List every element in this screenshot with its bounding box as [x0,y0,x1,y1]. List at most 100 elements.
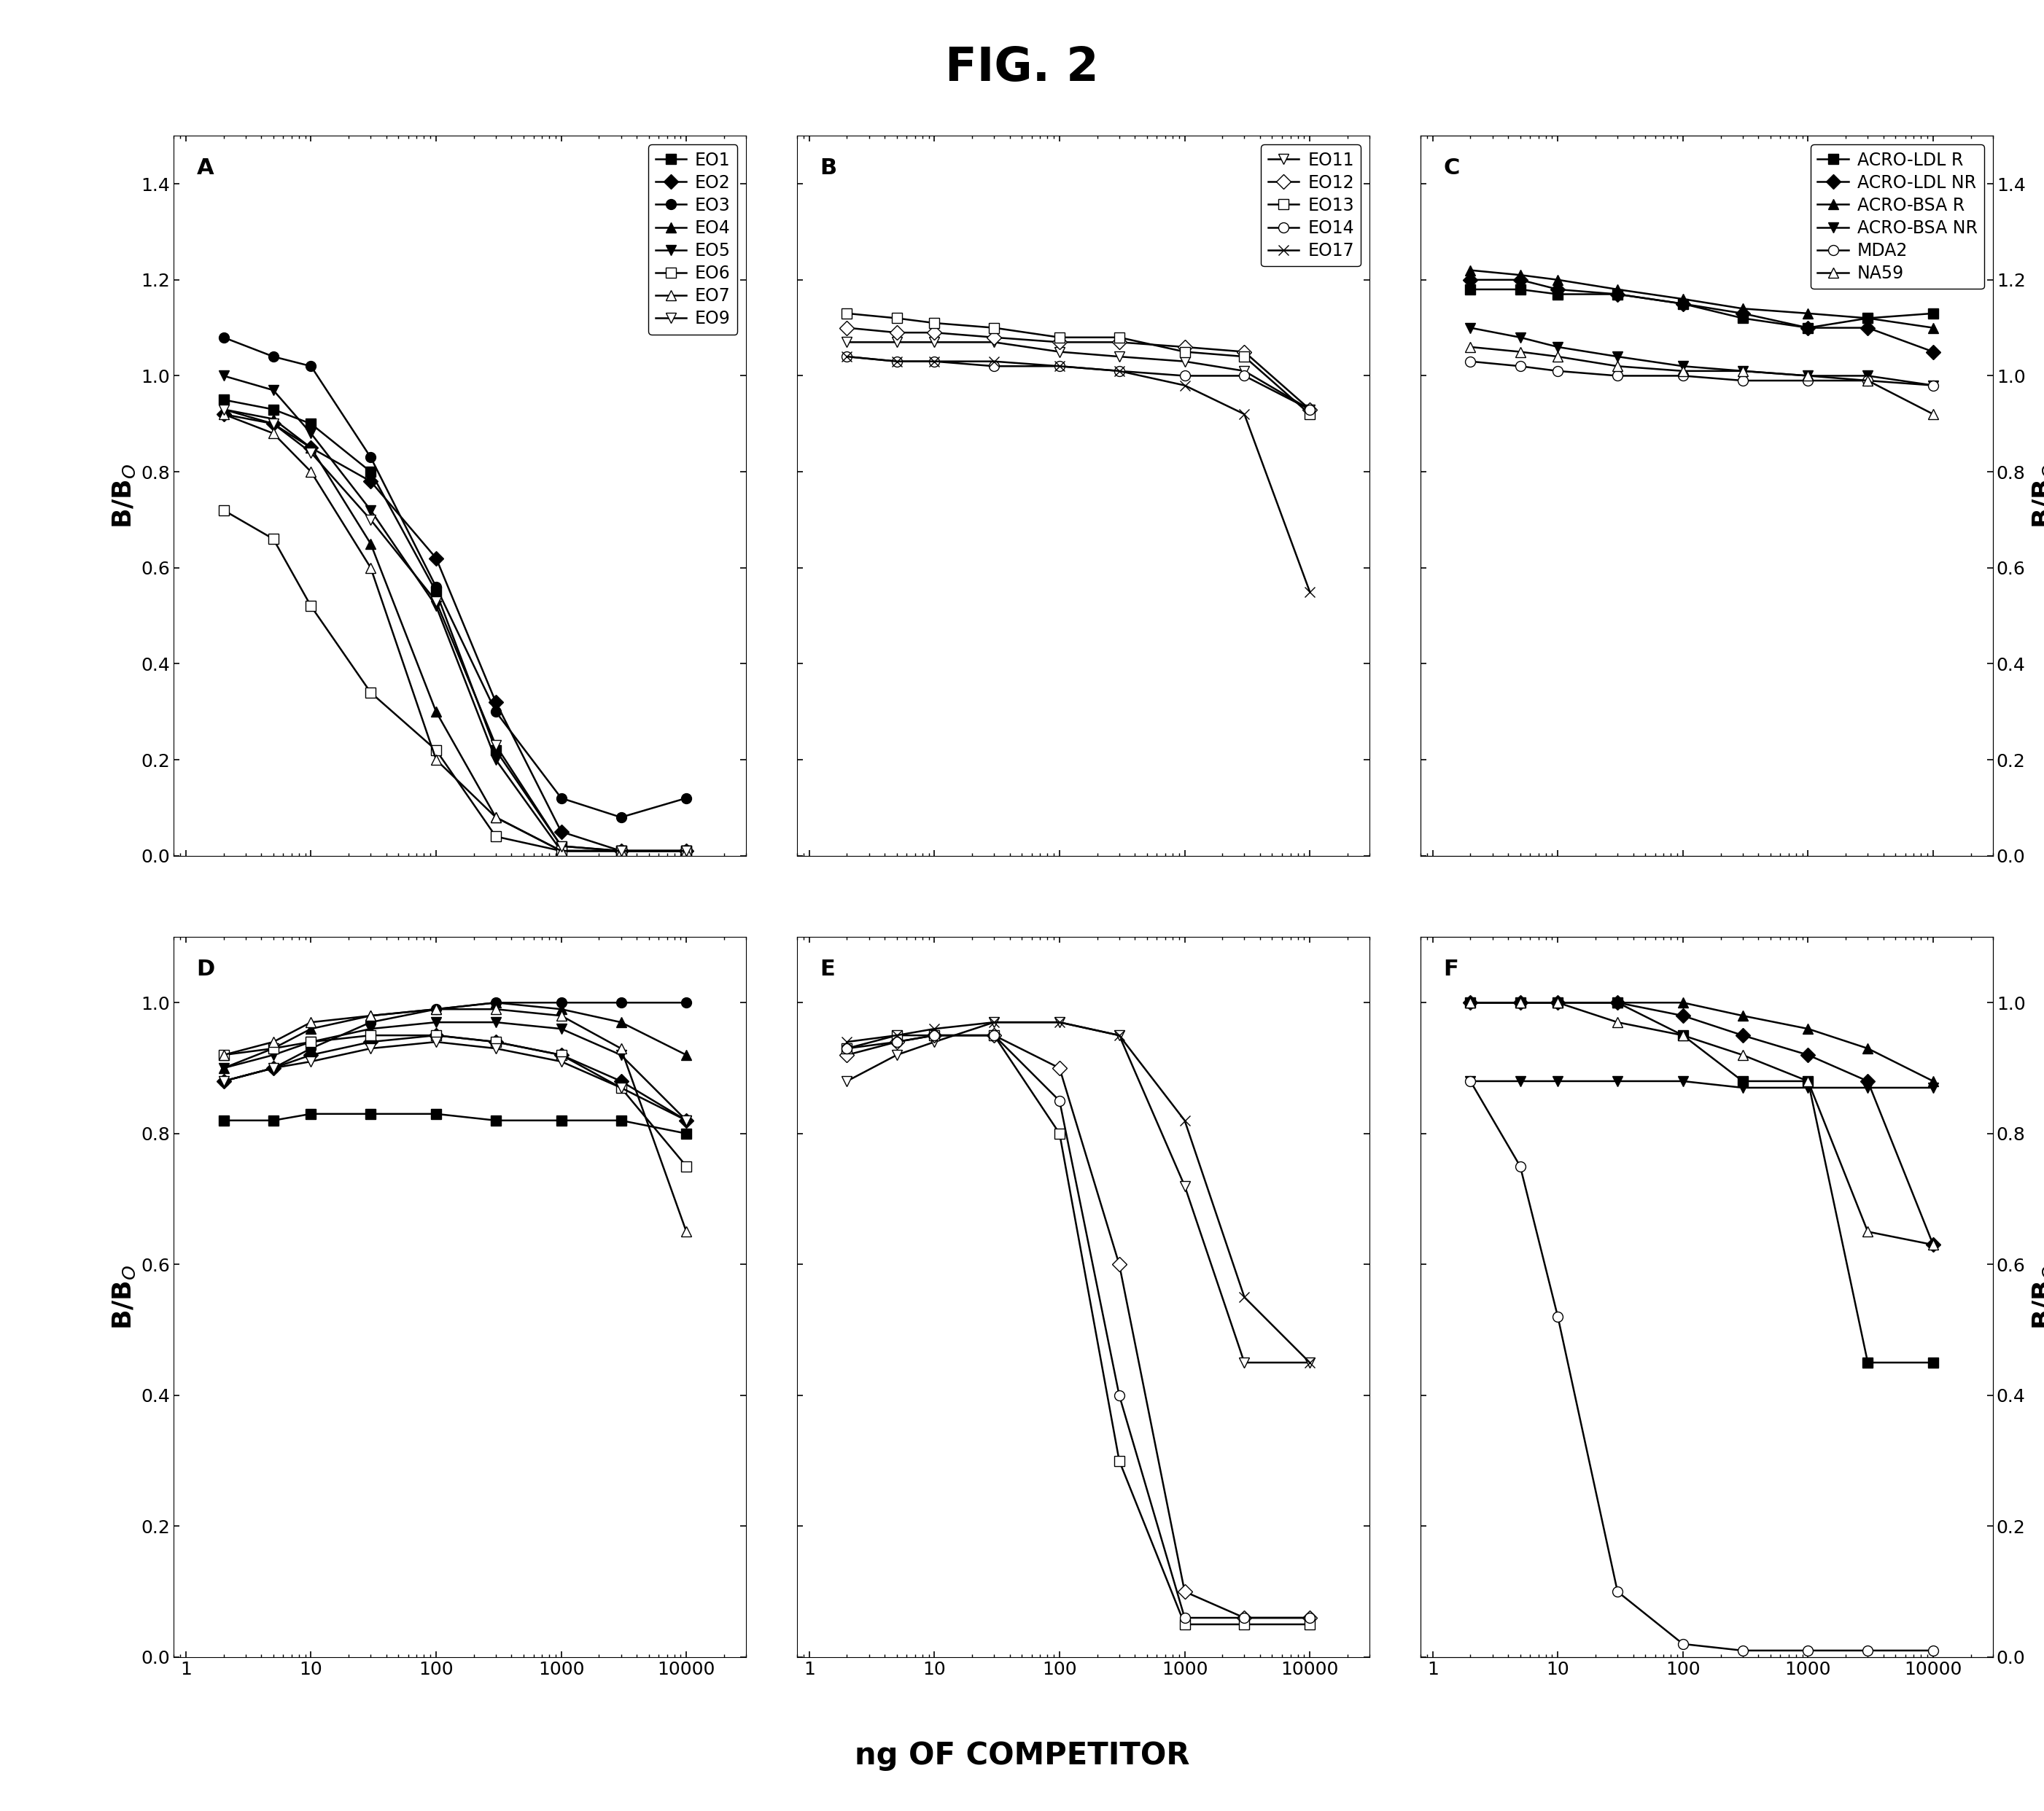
Line: ACRO-LDL R: ACRO-LDL R [1466,284,1938,333]
EO7 [298,1011,323,1032]
EO6 [358,681,382,703]
EO2 [609,1070,634,1092]
EO17 [1173,1110,1198,1132]
EO3 [358,1011,382,1032]
EO11 [1108,346,1132,368]
EO11 [922,331,946,353]
EO6 [423,739,448,761]
EO9 [675,1110,699,1132]
EO11 [1108,1025,1132,1047]
Line: EO14: EO14 [842,351,1314,415]
ACRO-BSA R [1670,992,1694,1014]
EO2 [211,1070,235,1092]
Y-axis label: B/B$_O$: B/B$_O$ [2032,1264,2044,1329]
EO14 [1298,1606,1322,1628]
ACRO-LDL NR [1797,1045,1821,1067]
EO14 [922,1025,946,1047]
NA59 [1797,364,1821,386]
EO14 [922,351,946,373]
MDA2 [1797,369,1821,391]
EO11 [1298,398,1322,420]
EO12 [1047,331,1071,353]
ACRO-BSA NR [1605,1070,1629,1092]
Y-axis label: B/B$_O$: B/B$_O$ [110,464,137,529]
EO6 [675,840,699,862]
ACRO-BSA R [1921,317,1946,339]
EO2 [211,404,235,426]
EO4 [298,436,323,458]
EO11 [1233,1351,1257,1373]
EO7 [675,840,699,862]
ACRO-BSA R [1797,1018,1821,1040]
Line: EO9: EO9 [219,1038,691,1125]
EO7 [358,1005,382,1027]
EO3 [550,788,574,810]
ACRO-LDL NR [1921,1233,1946,1255]
EO1 [298,413,323,435]
EO9 [609,840,634,862]
ACRO-BSA NR [1731,1078,1756,1099]
EO7 [675,1221,699,1242]
EO17 [1108,1025,1132,1047]
ACRO-LDL R [1457,279,1482,301]
EO12 [981,326,1006,348]
Line: EO2: EO2 [219,409,691,857]
NA59 [1457,992,1482,1014]
EO12 [1047,1058,1071,1079]
EO4 [211,398,235,420]
Line: EO7: EO7 [219,1003,691,1237]
NA59 [1731,360,1756,382]
Line: ACRO-BSA R: ACRO-BSA R [1466,998,1938,1087]
Text: E: E [820,958,836,980]
EO9 [423,1030,448,1052]
MDA2 [1545,360,1570,382]
EO4 [484,806,509,828]
NA59 [1508,992,1533,1014]
NA59 [1856,369,1880,391]
EO6 [358,1025,382,1047]
EO14 [1108,360,1132,382]
NA59 [1797,1070,1821,1092]
ACRO-LDL R [1508,279,1533,301]
EO13 [1047,326,1071,348]
EO7 [298,460,323,482]
ACRO-BSA R [1605,992,1629,1014]
NA59 [1605,355,1629,377]
EO9 [211,1070,235,1092]
ACRO-LDL NR [1508,268,1533,290]
Text: ng OF COMPETITOR: ng OF COMPETITOR [854,1740,1190,1771]
EO7 [262,422,286,444]
NA59 [1457,337,1482,359]
ACRO-LDL R [1508,992,1533,1014]
EO4 [262,407,286,429]
ACRO-BSA R [1545,992,1570,1014]
ACRO-BSA R [1856,1038,1880,1059]
MDA2 [1670,364,1694,386]
Line: NA59: NA59 [1466,342,1938,418]
EO5 [484,1011,509,1032]
ACRO-LDL R [1605,283,1629,304]
EO6 [675,1155,699,1177]
EO1 [484,739,509,761]
NA59 [1545,992,1570,1014]
EO12 [1108,1253,1132,1275]
EO1 [609,840,634,862]
ACRO-LDL R [1670,1025,1694,1047]
Line: EO5: EO5 [219,371,691,857]
EO9 [484,1038,509,1059]
EO12 [1233,340,1257,362]
EO4 [675,1045,699,1067]
NA59 [1731,1045,1756,1067]
NA59 [1508,340,1533,362]
EO5 [262,1045,286,1067]
EO4 [484,992,509,1014]
EO5 [550,1018,574,1040]
MDA2 [1921,1639,1946,1661]
EO9 [550,835,574,857]
EO6 [262,1038,286,1059]
Line: NA59: NA59 [1466,998,1938,1250]
EO13 [1173,1614,1198,1635]
EO12 [981,1025,1006,1047]
EO17 [834,346,858,368]
EO9 [550,1050,574,1072]
